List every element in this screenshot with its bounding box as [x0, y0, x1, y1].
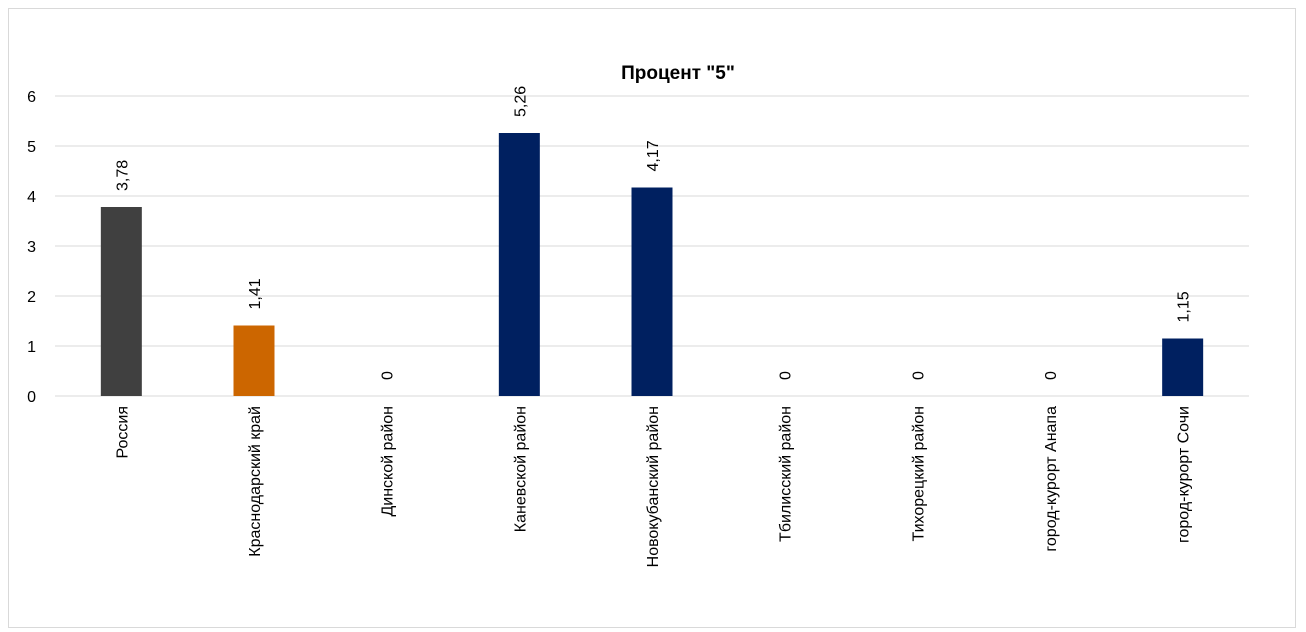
x-tick-label: город-курорт Анапа [1043, 406, 1060, 552]
data-label: 0 [910, 371, 927, 380]
y-tick-label: 3 [27, 239, 36, 256]
bars [100, 133, 1204, 396]
data-label: 0 [778, 371, 795, 380]
x-tick-label: город-курорт Сочи [1176, 406, 1193, 543]
y-tick-label: 6 [27, 89, 36, 106]
x-tick-label: Каневской район [512, 406, 529, 532]
y-tick-label: 5 [27, 139, 36, 156]
data-label: 0 [380, 371, 397, 380]
y-tick-label: 2 [27, 289, 36, 306]
data-label: 4,17 [645, 140, 662, 171]
data-label: 0 [1043, 371, 1060, 380]
bar [100, 207, 142, 396]
x-tick-label: Динской район [380, 406, 397, 517]
bar [631, 187, 673, 396]
x-tick-label: Краснодарский край [247, 406, 264, 557]
x-axis: Россия Краснодарский край Динской район Кан… [114, 406, 1192, 567]
x-tick-label: Тбилисский район [778, 406, 795, 542]
y-tick-label: 0 [27, 389, 36, 406]
chart-title: Процент "5" [621, 63, 735, 84]
data-label: 5,26 [512, 86, 529, 117]
y-tick-label: 1 [27, 339, 36, 356]
data-labels: 3,78 1,41 0 5,26 4,17 0 0 0 1,15 [114, 86, 1192, 380]
data-label: 1,15 [1176, 291, 1193, 322]
data-label: 3,78 [114, 160, 131, 191]
bar [233, 325, 275, 396]
x-tick-label: Новокубанский район [645, 406, 662, 567]
bar [1162, 338, 1204, 396]
y-tick-label: 4 [27, 189, 36, 206]
bar [498, 133, 540, 396]
x-tick-label: Тихорецкий район [910, 406, 927, 541]
y-axis: 0 1 2 3 4 5 6 [27, 89, 36, 406]
x-tick-label: Россия [114, 406, 131, 458]
data-label: 1,41 [247, 278, 264, 309]
